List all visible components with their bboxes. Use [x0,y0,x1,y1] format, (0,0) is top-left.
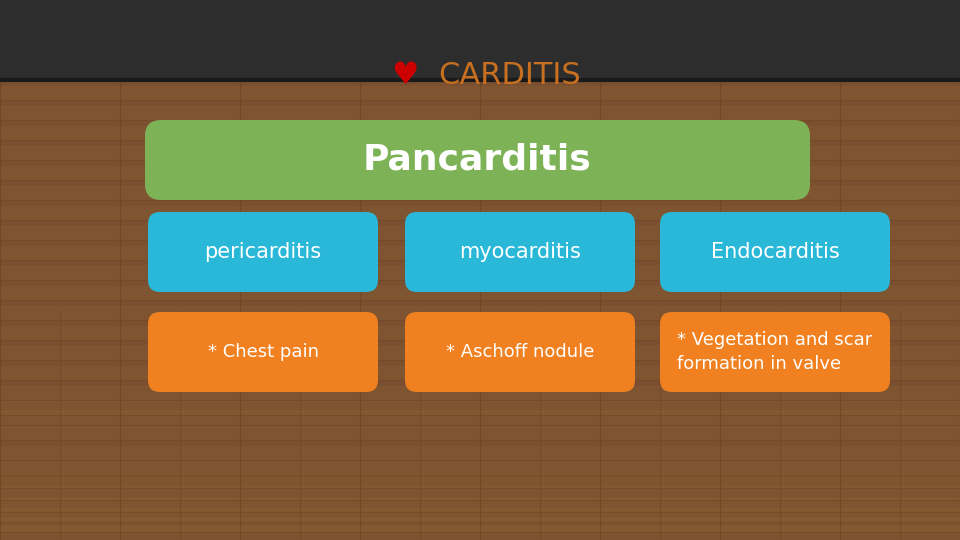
Text: CARDITIS: CARDITIS [439,60,582,90]
FancyBboxPatch shape [145,120,810,200]
Bar [0,80,960,540]
Text: Pancarditis: Pancarditis [363,143,592,177]
Text: ♥: ♥ [392,60,419,90]
Text: * Aschoff nodule: * Aschoff nodule [445,343,594,361]
Text: myocarditis: myocarditis [459,242,581,262]
FancyBboxPatch shape [405,312,635,392]
Text: pericarditis: pericarditis [204,242,322,262]
FancyBboxPatch shape [660,212,890,292]
FancyBboxPatch shape [148,212,378,292]
Text: * Vegetation and scar
formation in valve: * Vegetation and scar formation in valve [678,331,873,373]
Text: * Chest pain: * Chest pain [207,343,319,361]
Text: Endocarditis: Endocarditis [710,242,839,262]
FancyBboxPatch shape [660,312,890,392]
FancyBboxPatch shape [405,212,635,292]
FancyBboxPatch shape [148,312,378,392]
